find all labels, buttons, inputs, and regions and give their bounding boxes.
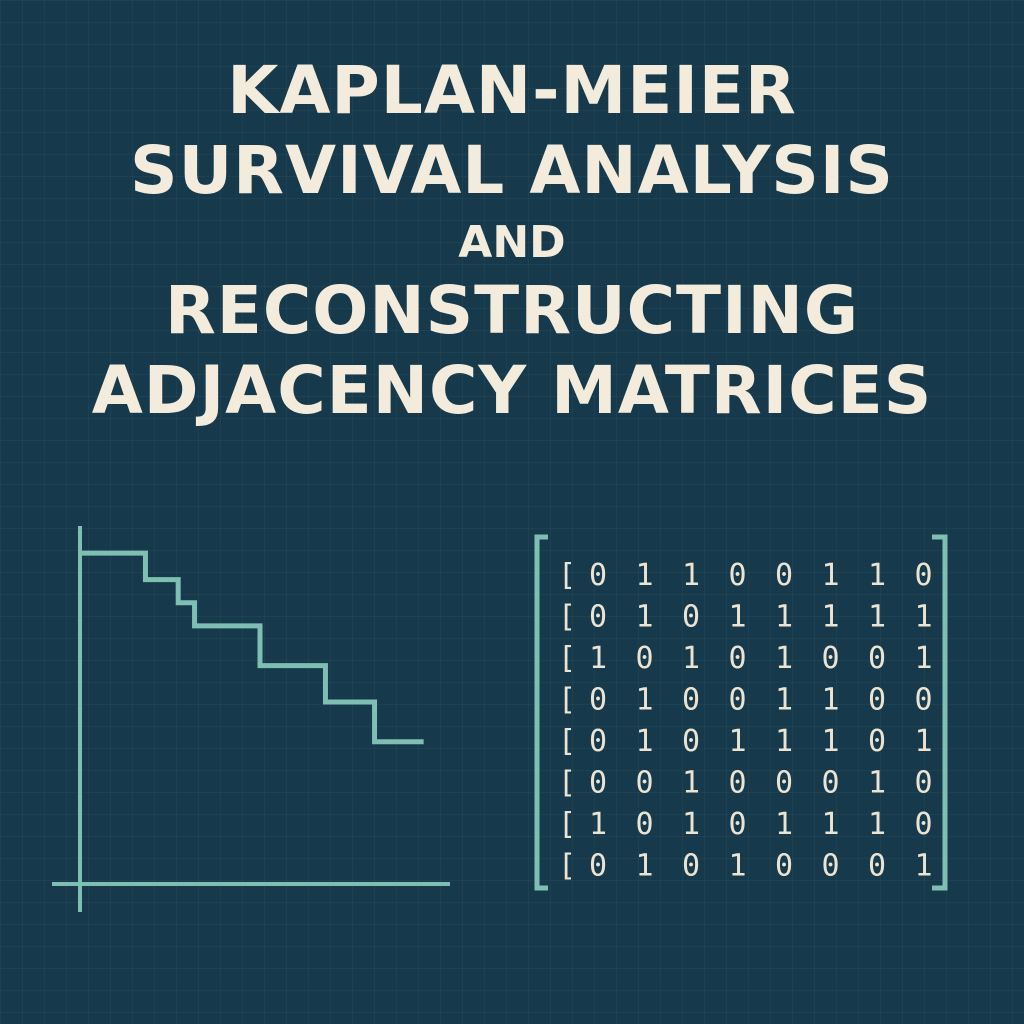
matrix-cell: 1 — [589, 641, 607, 676]
matrix-cell: 0 — [821, 849, 839, 884]
matrix-cell: 0 — [682, 724, 700, 759]
matrix-cell: 1 — [821, 600, 839, 635]
matrix-row-bracket: [ — [558, 724, 576, 759]
matrix-cell: 0 — [728, 766, 746, 801]
matrix-cell: 0 — [728, 641, 746, 676]
matrix-row-bracket: [ — [558, 766, 576, 801]
matrix-cell: 0 — [589, 849, 607, 884]
matrix-cell: 1 — [775, 807, 793, 842]
matrix-cell: 1 — [914, 641, 932, 676]
matrix-cell: 0 — [589, 766, 607, 801]
matrix-cell: 0 — [589, 724, 607, 759]
matrix-cell: 0 — [914, 807, 932, 842]
matrix-cell: 0 — [589, 683, 607, 718]
matrix-cell: 1 — [868, 558, 886, 593]
matrix-cell: 1 — [635, 600, 653, 635]
title-line-1: KAPLAN-MEIER — [227, 52, 797, 129]
matrix-row-bracket: [ — [558, 641, 576, 676]
matrix-cell: 1 — [635, 724, 653, 759]
matrix-cell: 0 — [775, 766, 793, 801]
matrix-cell: 0 — [821, 641, 839, 676]
matrix-cell: 1 — [682, 807, 700, 842]
matrix-cell: 0 — [589, 600, 607, 635]
matrix-cell: 1 — [775, 641, 793, 676]
matrix-cell: 1 — [914, 849, 932, 884]
matrix-row-bracket: [ — [558, 600, 576, 635]
matrix-cell: 1 — [635, 683, 653, 718]
matrix-cell: 1 — [821, 807, 839, 842]
matrix-cell: 0 — [775, 849, 793, 884]
matrix-cell: 0 — [914, 766, 932, 801]
matrix-cell: 1 — [728, 724, 746, 759]
matrix-cell: 1 — [589, 807, 607, 842]
matrix-cell: 0 — [868, 724, 886, 759]
matrix-cell: 1 — [728, 600, 746, 635]
matrix-cell: 0 — [868, 849, 886, 884]
matrix-cell: 1 — [868, 600, 886, 635]
matrix-cell: 0 — [728, 683, 746, 718]
matrix-cell: 1 — [682, 558, 700, 593]
matrix-cells: [0 1 1 0 0 1 1 0[0 1 0 1 1 1 1 1[1 0 1 0 1 0 0 1[0 1 0 0 1 1 0 0[0 1 0… — [558, 558, 933, 884]
title-line-4: RECONSTRUCTING — [164, 272, 860, 349]
matrix-row-bracket: [ — [558, 849, 576, 884]
matrix-cell: 0 — [868, 641, 886, 676]
matrix-cell: 0 — [914, 558, 932, 593]
matrix-cell: 0 — [914, 683, 932, 718]
matrix-cell: 0 — [728, 558, 746, 593]
matrix-cell: 0 — [682, 600, 700, 635]
survival-step-line — [80, 550, 424, 745]
title-line-3: AND — [458, 217, 566, 268]
matrix-cell: 0 — [682, 849, 700, 884]
survival-curve-plot — [52, 526, 450, 912]
matrix-cell: 0 — [589, 558, 607, 593]
matrix-cell: 1 — [728, 849, 746, 884]
matrix-cell: 0 — [682, 683, 700, 718]
matrix-left-bracket — [534, 534, 548, 891]
matrix-cell: 0 — [728, 807, 746, 842]
matrix-cell: 1 — [821, 683, 839, 718]
matrix-cell: 1 — [821, 558, 839, 593]
matrix-cell: 1 — [775, 683, 793, 718]
title-line-2: SURVIVAL ANALYSIS — [130, 132, 894, 209]
matrix-row-bracket: [ — [558, 683, 576, 718]
matrix-cell: 0 — [635, 807, 653, 842]
matrix-cell: 1 — [682, 641, 700, 676]
matrix-cell: 1 — [868, 766, 886, 801]
matrix-cell: 1 — [682, 766, 700, 801]
title-block: KAPLAN-MEIER SURVIVAL ANALYSIS AND RECON… — [0, 52, 1024, 430]
title-line-5: ADJACENCY MATRICES — [91, 352, 933, 429]
matrix-cell: 0 — [821, 766, 839, 801]
matrix-cell: 1 — [914, 724, 932, 759]
matrix-cell: 1 — [775, 600, 793, 635]
matrix-cell: 0 — [635, 766, 653, 801]
matrix-cell: 0 — [868, 683, 886, 718]
matrix-cell: 1 — [868, 807, 886, 842]
matrix-cell: 0 — [635, 641, 653, 676]
matrix-cell: 1 — [914, 600, 932, 635]
matrix-row-bracket: [ — [558, 807, 576, 842]
matrix-row-bracket: [ — [558, 558, 576, 593]
matrix-cell: 0 — [775, 558, 793, 593]
matrix-cell: 1 — [775, 724, 793, 759]
matrix-right-bracket — [932, 534, 948, 891]
matrix-cell: 1 — [821, 724, 839, 759]
matrix-cell: 1 — [635, 849, 653, 884]
matrix-cell: 1 — [635, 558, 653, 593]
